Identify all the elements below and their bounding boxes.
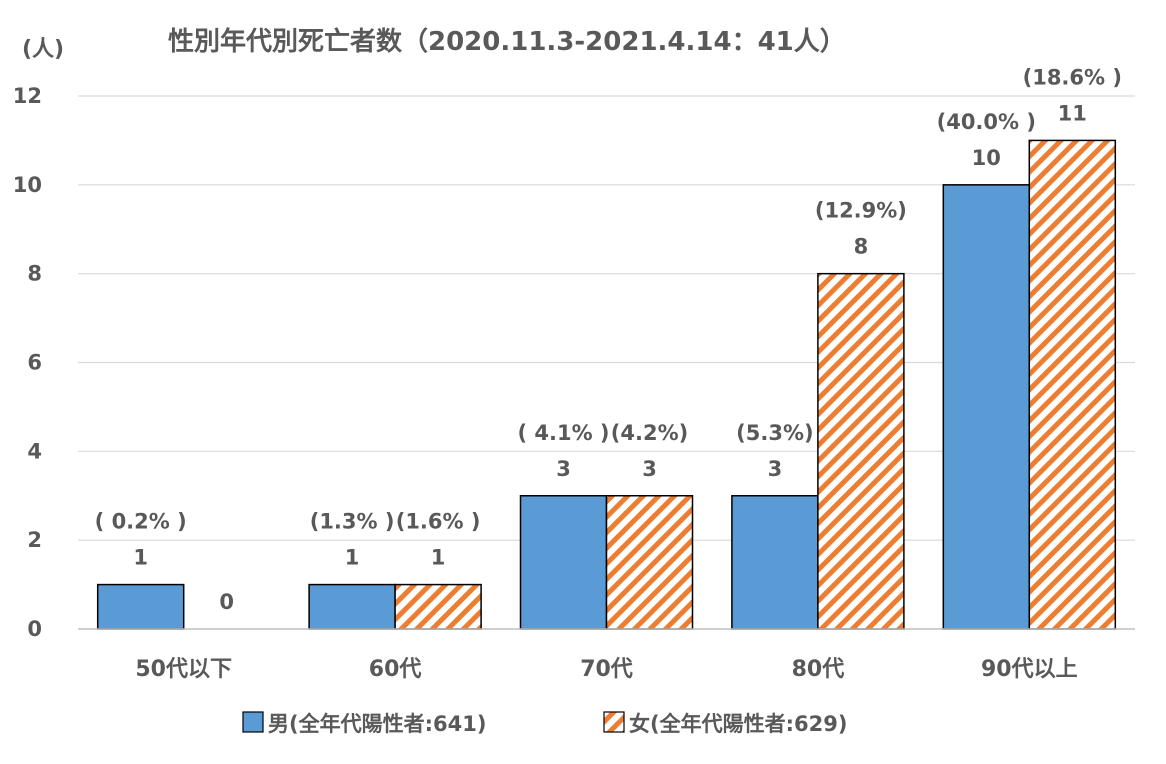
y-tick-label: 0 [27,617,42,641]
y-axis-ticks: 0 2 4 6 8 10 12 [13,84,42,641]
y-tick-label: 10 [13,173,42,197]
percent-label: (5.3%) [736,421,813,445]
value-label: 0 [219,590,234,614]
value-label: 1 [133,546,148,570]
x-category-label: 50代以下 [135,657,232,682]
x-category-label: 90代以上 [981,657,1078,682]
x-axis-categories: 50代以下 60代 70代 80代 90代以上 [135,657,1077,682]
bar-male [96,583,185,630]
percent-label: ( 0.2% ) [95,510,187,534]
percent-label: (4.2%) [611,421,688,445]
legend: 男(全年代陽性者:641) 女(全年代陽性者:629) [242,711,847,736]
bar-male [731,495,819,630]
bar-female [817,272,905,630]
x-category-label: 80代 [792,657,845,682]
bar-female [605,495,694,630]
y-tick-label: 2 [27,528,42,552]
percent-label: (40.0% ) [937,110,1036,134]
legend-label-female: 女(全年代陽性者:629) [629,712,847,736]
value-label: 8 [854,235,869,259]
percent-label: (1.3% ) [310,510,395,534]
y-tick-label: 4 [27,439,42,463]
bar-female [1028,139,1117,630]
percent-label: (1.6% ) [396,510,481,534]
bar-female [394,583,482,630]
legend-swatch-female [603,711,625,733]
y-axis-unit-label: (人) [22,37,64,62]
percent-label: (18.6% ) [1023,65,1122,89]
value-label: 3 [642,457,657,481]
legend-swatch-male [242,711,264,733]
value-label: 1 [345,546,360,570]
x-category-label: 70代 [580,657,633,682]
bar-male [942,184,1031,630]
bars [96,139,1117,630]
y-tick-label: 6 [27,351,42,375]
percent-label: ( 4.1% ) [517,421,609,445]
data-labels: 1 ( 0.2% ) 0 1 (1.3% ) 1 (1.6% ) 3 ( 4.1% ) 3 (4.2… [95,65,1122,614]
percent-label: (12.9%) [815,199,907,223]
value-label: 1 [431,546,446,570]
y-tick-label: 12 [13,84,42,108]
chart-title: 性別年代別死亡者数（2020.11.3-2021.4.14：41人） [168,26,846,57]
bar-male [308,583,396,630]
value-label: 11 [1058,101,1087,125]
y-tick-label: 8 [27,262,42,286]
legend-label-male: 男(全年代陽性者:641) [268,712,486,736]
bar-male [519,495,608,630]
x-category-label: 60代 [369,657,422,682]
value-label: 3 [768,457,783,481]
value-label: 3 [556,457,571,481]
value-label: 10 [972,146,1001,170]
